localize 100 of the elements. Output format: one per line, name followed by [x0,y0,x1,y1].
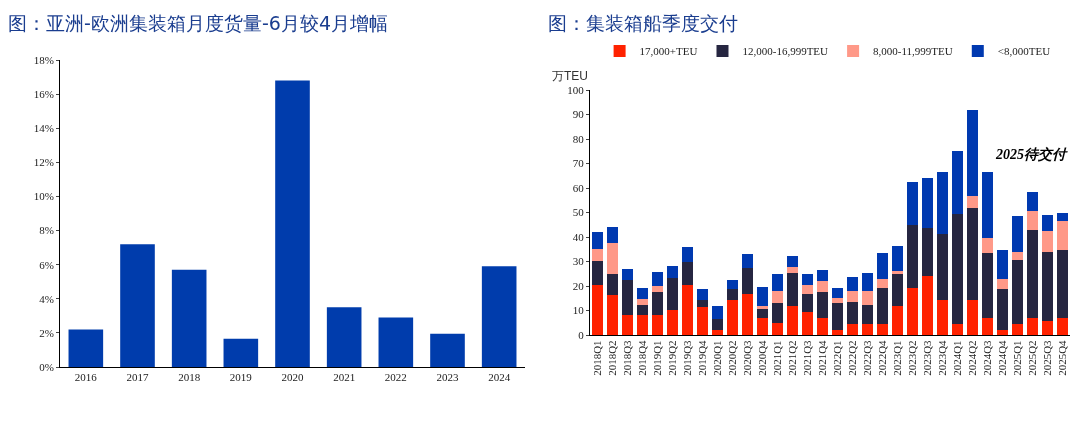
bar [682,261,693,286]
bar [877,323,888,335]
bar [727,299,738,335]
bar [772,323,783,335]
x-tick-label: 2023 [436,371,459,384]
x-tick-label: 2021Q4 [816,339,829,376]
bar [637,305,648,316]
bar [757,287,768,306]
bar [892,271,903,275]
legend-label: 12,000-16,999TEU [742,45,829,58]
x-tick-label: 2020Q4 [756,339,769,376]
bar [1027,191,1038,212]
bar [742,253,753,269]
bar [652,315,663,335]
x-tick-label: 2016 [74,371,98,384]
bar [937,300,948,335]
bar [907,225,918,289]
bar [832,297,843,304]
y-tick-label: 100 [567,83,585,96]
bar [667,277,678,311]
bar [712,319,723,330]
bar [1042,214,1053,231]
x-tick-label: 2019Q3 [681,339,694,376]
bar [787,273,798,307]
bar [847,291,858,303]
bar [922,228,933,277]
bar [982,171,993,239]
bar [275,80,310,367]
bar [607,274,618,296]
x-tick-label: 2022 [384,371,407,384]
bar [430,333,465,367]
bar [592,232,603,250]
bar [592,260,603,286]
bar [952,150,963,214]
bar [877,279,888,289]
bar [592,249,603,261]
bar [922,276,933,335]
y-tick-label: 90 [572,108,585,121]
bar [592,285,603,335]
x-tick-label: 2020Q3 [741,339,754,376]
bar [712,305,723,320]
bar [817,269,828,282]
bar [802,293,813,312]
bar [862,305,873,324]
x-tick-label: 2018Q4 [636,339,649,376]
bar [1027,317,1038,335]
x-tick-label: 2020Q2 [726,340,739,376]
chart-title: 图：集装箱船季度交付 [548,12,739,35]
x-tick-label: 2018Q1 [591,340,604,376]
x-tick-label: 2023Q3 [921,339,934,376]
x-tick-label: 2024Q4 [996,339,1009,376]
bar [742,268,753,294]
y-tick-label: 0 [578,328,585,341]
bar [967,195,978,208]
y-tick-label: 10% [33,190,54,203]
bar [1057,249,1068,318]
y-tick-label: 0% [39,360,54,373]
bar [481,266,517,367]
x-tick-label: 2023Q1 [891,340,904,376]
bar [607,295,618,335]
bar [1012,259,1023,324]
bar [802,285,813,294]
bar [652,285,663,292]
bar [802,311,813,335]
y-tick-label: 70 [572,157,585,170]
bar [787,267,798,274]
bar [952,213,963,324]
y-tick-label: 16% [33,87,54,100]
x-tick-label: 2021 [333,371,356,384]
y-tick-label: 50 [572,206,585,219]
legend-label: <8,000TEU [997,45,1051,58]
bar [952,323,963,335]
bar [682,285,693,335]
bar [967,207,978,301]
x-tick-label: 2022Q2 [846,340,859,376]
bar [832,303,843,330]
bar [817,317,828,335]
bar [637,288,648,299]
bar [742,293,753,335]
y-axis-title: 万TEU [552,69,588,83]
bar [892,245,903,272]
y-tick-label: 6% [39,258,54,271]
bar [607,227,618,244]
y-tick-label: 20 [572,279,585,292]
annotation: 2025待交付 [995,146,1068,162]
legend-label: 8,000-11,999TEU [873,45,953,58]
bar [802,273,813,286]
bar [1042,230,1053,252]
bar [772,290,783,303]
bar [997,249,1008,280]
bar [171,269,207,367]
bar [892,306,903,335]
bar [982,238,993,254]
bar [757,318,768,335]
bar [667,265,678,278]
bar [907,182,918,226]
x-tick-label: 2021Q3 [801,339,814,376]
bar [982,318,993,335]
x-tick-label: 2019Q2 [666,340,679,376]
x-tick-label: 2024Q2 [966,340,979,376]
